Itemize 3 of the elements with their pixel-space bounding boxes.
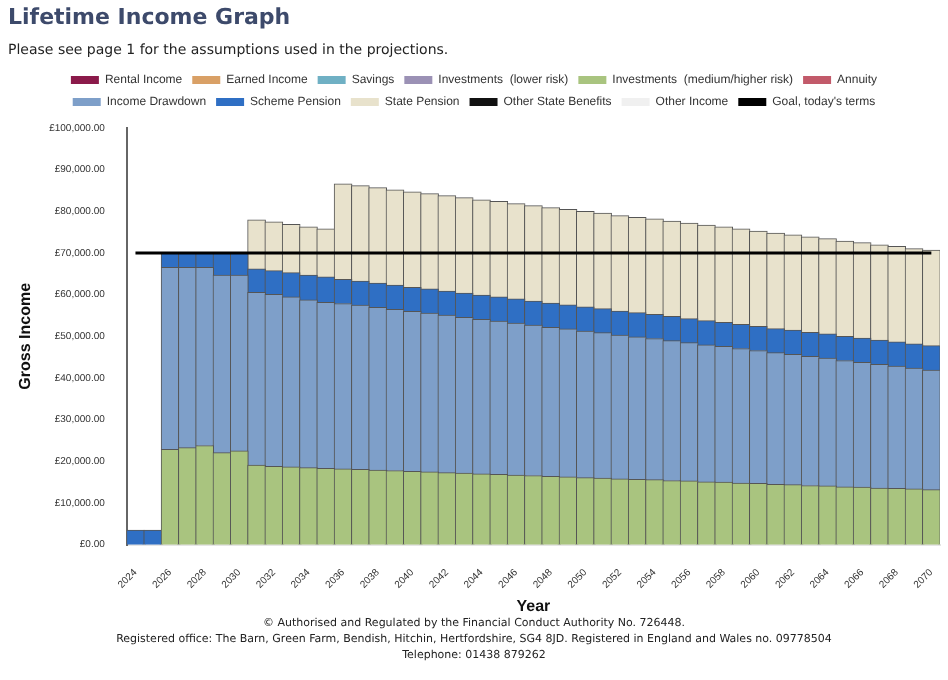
y-axis-title: Gross Income bbox=[16, 281, 35, 390]
x-axis-title: Year bbox=[516, 596, 551, 615]
chart-title: Lifetime Income Graph bbox=[8, 4, 291, 30]
